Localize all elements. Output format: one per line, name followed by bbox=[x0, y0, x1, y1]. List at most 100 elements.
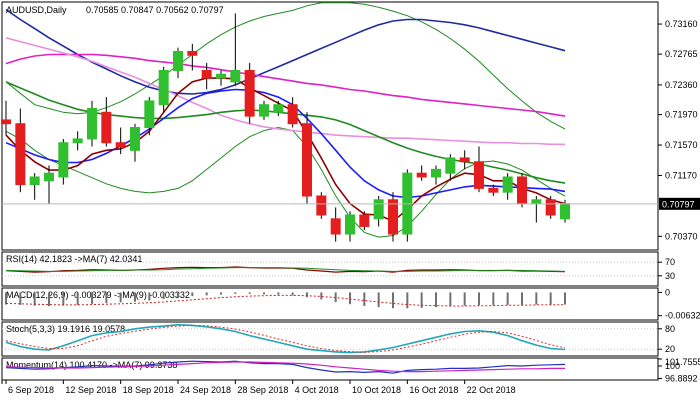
candle bbox=[431, 165, 441, 185]
candle-body bbox=[115, 142, 126, 148]
x-tick-label: 24 Sep 2018 bbox=[180, 385, 231, 395]
candle-body bbox=[58, 142, 69, 178]
momentum-line-1 bbox=[5, 361, 565, 373]
indicator-line-5 bbox=[5, 81, 566, 184]
candle bbox=[416, 165, 427, 181]
candle bbox=[474, 146, 484, 193]
candle-body bbox=[416, 172, 427, 178]
indicator-y-tick-label: 101.7555 bbox=[665, 357, 700, 367]
indicator-y-tick-label: 20 bbox=[665, 344, 675, 354]
candle bbox=[115, 127, 126, 155]
pane-frame-3 bbox=[1, 321, 659, 357]
candle-body bbox=[87, 108, 97, 140]
indicator-y-tick-label: 0 bbox=[665, 287, 670, 297]
y-tick-label: 0.71570 bbox=[665, 140, 698, 150]
y-tick-label: 0.72765 bbox=[665, 49, 698, 59]
y-tick-label: 0.70370 bbox=[665, 231, 698, 241]
x-tick-label: 16 Oct 2018 bbox=[409, 385, 458, 395]
candle bbox=[244, 62, 255, 124]
indicator-line-1 bbox=[5, 2, 566, 130]
indicator-y-tick-label: 80 bbox=[665, 324, 675, 334]
rsi-line-1 bbox=[5, 267, 566, 272]
candle bbox=[201, 62, 212, 90]
chart-title: AUDUSD,Daily bbox=[6, 5, 67, 15]
candle-body bbox=[1, 119, 11, 125]
candle bbox=[488, 184, 499, 196]
candle-body bbox=[259, 104, 269, 117]
candle-body bbox=[474, 161, 484, 189]
candle bbox=[29, 173, 40, 200]
indicator-y-tick-label: 100 bbox=[665, 361, 680, 371]
candle bbox=[58, 138, 69, 185]
x-tick-label: 10 Oct 2018 bbox=[352, 385, 401, 395]
indicator-title: MACD(12,26,9) -0.003279 ->MA(9) -0.00333… bbox=[6, 290, 190, 300]
candle bbox=[72, 131, 83, 151]
indicator-title: Stoch(5,3,3) 19.1916 19.0578 bbox=[6, 324, 125, 334]
candle bbox=[144, 97, 155, 136]
candle bbox=[130, 123, 140, 162]
indicator-y-tick-label: 70 bbox=[665, 257, 675, 267]
candle-body bbox=[459, 157, 470, 163]
candle bbox=[158, 66, 169, 113]
candle bbox=[445, 154, 456, 181]
candle-body bbox=[187, 50, 198, 56]
last-price-label: 0.70797 bbox=[662, 199, 695, 209]
candle bbox=[459, 150, 470, 170]
x-tick-label: 12 Sep 2018 bbox=[65, 385, 116, 395]
candle-body bbox=[72, 138, 83, 144]
macd-signal-line bbox=[5, 294, 566, 307]
candle bbox=[373, 195, 384, 227]
last-price-box bbox=[659, 197, 700, 210]
candle bbox=[101, 97, 112, 147]
indicator-title: RSI(14) 42.1823 ->MA(7) 42.0341 bbox=[6, 254, 142, 264]
candle bbox=[230, 13, 241, 86]
candle bbox=[273, 100, 284, 117]
candle-body bbox=[158, 69, 169, 106]
y-tick-label: 0.73160 bbox=[665, 19, 698, 29]
indicator-line-7 bbox=[5, 77, 566, 223]
candle-body bbox=[173, 50, 183, 71]
candle bbox=[259, 100, 269, 120]
candle bbox=[302, 112, 312, 204]
candle-body bbox=[316, 195, 327, 216]
candle-body bbox=[302, 123, 312, 197]
candle-body bbox=[388, 199, 398, 235]
candle-body bbox=[345, 214, 355, 235]
candle bbox=[560, 199, 570, 223]
candle-body bbox=[101, 111, 112, 144]
indicator-line-6 bbox=[5, 88, 566, 199]
stoch-line-0 bbox=[5, 323, 566, 354]
candle-body bbox=[44, 172, 54, 182]
candle-body bbox=[545, 199, 556, 216]
candle bbox=[388, 192, 398, 242]
candle-body bbox=[531, 199, 542, 205]
x-tick-label: 4 Oct 2018 bbox=[295, 385, 339, 395]
x-tick-label: 18 Sep 2018 bbox=[123, 385, 174, 395]
candle-body bbox=[230, 69, 241, 83]
candle-body bbox=[130, 127, 140, 151]
candle-body bbox=[29, 176, 40, 186]
candle-body bbox=[431, 168, 441, 178]
indicator-y-tick-label: 30 bbox=[665, 271, 675, 281]
x-tick-label: 6 Sep 2018 bbox=[8, 385, 54, 395]
candle bbox=[316, 192, 327, 219]
candle bbox=[216, 70, 226, 86]
x-tick-label: 28 Sep 2018 bbox=[237, 385, 288, 395]
candle-body bbox=[373, 199, 384, 220]
candle-body bbox=[144, 100, 155, 129]
candle bbox=[15, 108, 26, 193]
indicator-title: Momentum(14) 100.4170 ->MA(7) 99.3738 bbox=[6, 360, 177, 370]
candle bbox=[502, 173, 513, 200]
candle bbox=[87, 100, 97, 147]
candle bbox=[402, 169, 413, 242]
stoch-line-1 bbox=[5, 324, 566, 353]
candle-body bbox=[216, 73, 226, 79]
candle-body bbox=[502, 176, 513, 193]
indicator-y-tick-label: 96.8892 bbox=[665, 373, 698, 383]
candle bbox=[330, 207, 341, 242]
candle bbox=[1, 100, 11, 136]
candle-body bbox=[201, 69, 212, 79]
y-tick-label: 0.71170 bbox=[665, 170, 697, 180]
candle bbox=[359, 211, 370, 231]
candle-body bbox=[273, 104, 284, 113]
